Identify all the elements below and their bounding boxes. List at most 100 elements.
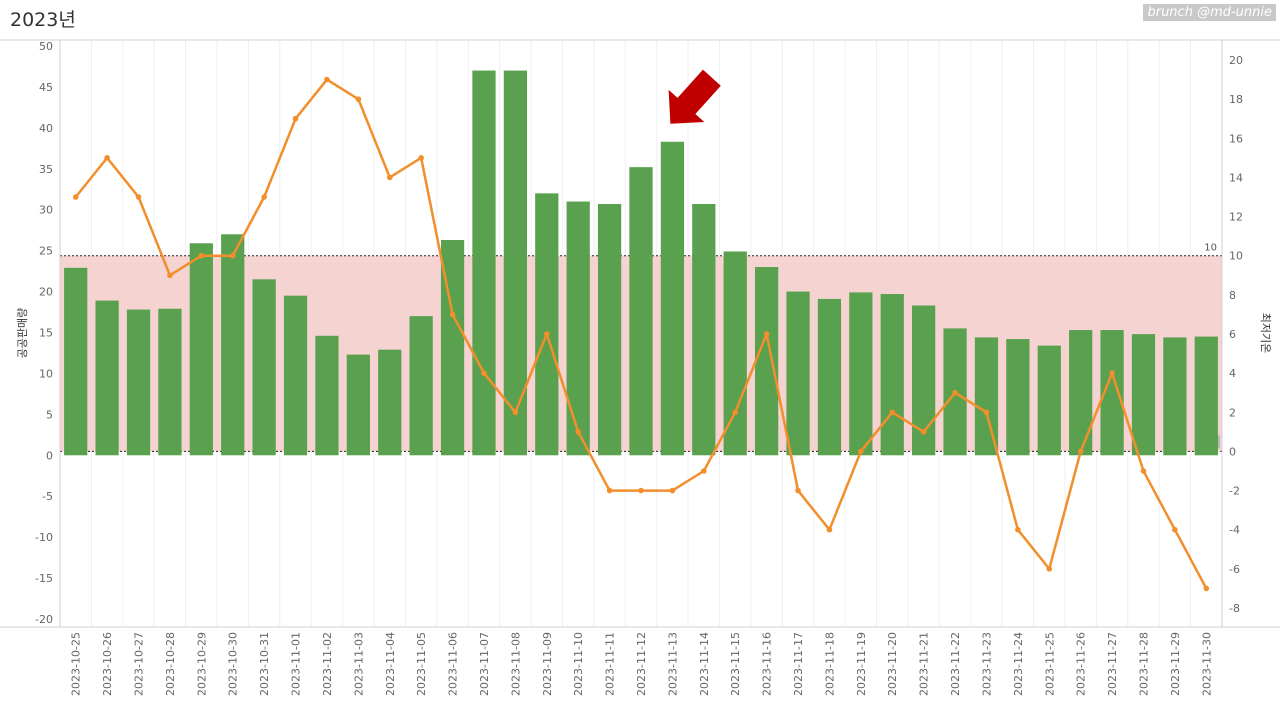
reference-label-bg-upper <box>1203 239 1219 253</box>
left-tick-label: 10 <box>39 367 53 380</box>
x-tick-label: 2023-11-30 <box>1200 632 1213 696</box>
right-tick-label: 12 <box>1229 211 1243 224</box>
sales-bar <box>880 294 904 456</box>
right-tick-label: -8 <box>1229 602 1240 615</box>
x-tick-label: 2023-11-24 <box>1012 632 1025 696</box>
temperature-point <box>638 487 644 494</box>
x-tick-label: 2023-11-25 <box>1043 632 1056 696</box>
sales-bar <box>1100 330 1124 456</box>
temperature-point <box>198 252 205 259</box>
temperature-point <box>1046 566 1053 572</box>
chart-title: 2023년 <box>10 9 76 31</box>
left-tick-label: 45 <box>39 81 53 94</box>
left-tick-label: -20 <box>35 613 53 626</box>
temperature-point <box>1015 526 1021 533</box>
left-tick-label: 0 <box>46 449 53 462</box>
temperature-point <box>701 468 707 474</box>
x-tick-label: 2023-10-28 <box>164 632 177 696</box>
right-tick-label: 14 <box>1229 171 1243 184</box>
x-tick-label: 2023-11-19 <box>855 632 868 696</box>
temperature-point <box>543 331 550 337</box>
temperature-point <box>669 487 676 494</box>
temperature-point <box>292 115 299 122</box>
sales-bar <box>158 308 182 456</box>
temperature-line-layer <box>72 76 1210 592</box>
x-tick-label: 2023-11-11 <box>604 632 617 696</box>
temperature-point <box>732 409 739 416</box>
temperature-point <box>72 194 79 200</box>
temperature-point <box>135 194 142 200</box>
sales-bar <box>1163 337 1187 456</box>
sales-bar <box>1131 334 1156 456</box>
sales-bar <box>126 309 151 456</box>
right-tick-label: -6 <box>1229 563 1240 576</box>
right-tick-label: 4 <box>1229 367 1236 380</box>
temperature-point <box>1109 370 1115 376</box>
sales-bar <box>755 267 779 456</box>
x-tick-label: 2023-10-30 <box>227 632 240 696</box>
sales-bar <box>786 291 810 456</box>
temperature-point <box>261 194 267 200</box>
sales-bar <box>629 167 653 456</box>
sales-bar <box>1194 336 1218 456</box>
sales-bar <box>849 292 873 456</box>
arrow-shape <box>668 69 721 124</box>
x-tick-label: 2023-11-21 <box>918 632 931 696</box>
labels-layer: -20-15-10-505101520253035404550-8-6-4-20… <box>16 40 1272 696</box>
sales-bar <box>817 298 842 456</box>
x-tick-label: 2023-11-10 <box>572 632 585 696</box>
axes-layer <box>0 39 1280 628</box>
sales-bar <box>692 203 716 456</box>
x-tick-label: 2023-11-08 <box>509 632 522 696</box>
left-tick-label: 25 <box>39 245 53 258</box>
right-axis-title: 최저기온 <box>1259 313 1272 353</box>
right-tick-label: 8 <box>1229 289 1236 302</box>
x-tick-label: 2023-11-16 <box>761 632 774 696</box>
reference-label-upper: 10 <box>1204 243 1217 254</box>
x-tick-label: 2023-11-15 <box>729 632 742 696</box>
sales-bar <box>189 243 213 456</box>
x-tick-label: 2023-11-12 <box>635 632 648 696</box>
temperature-point <box>229 252 236 259</box>
right-tick-label: -4 <box>1229 524 1240 537</box>
temperature-point <box>575 429 581 435</box>
x-tick-label: 2023-11-03 <box>352 632 365 696</box>
sales-bar <box>535 193 559 456</box>
temperature-point <box>889 409 896 416</box>
sales-bar <box>95 300 119 456</box>
temperature-point <box>763 331 770 337</box>
sales-bar <box>409 316 433 456</box>
sales-bar <box>1069 330 1093 456</box>
right-tick-label: 0 <box>1229 445 1236 458</box>
sales-bar <box>660 141 685 456</box>
x-tick-label: 2023-11-18 <box>823 632 836 696</box>
sales-bar <box>503 70 527 456</box>
temperature-point <box>418 155 424 161</box>
sales-bar <box>221 234 245 456</box>
x-tick-label: 2023-11-22 <box>949 632 962 696</box>
x-tick-label: 2023-10-27 <box>133 632 146 696</box>
x-tick-label: 2023-11-02 <box>321 632 334 696</box>
sales-bar <box>1037 345 1061 456</box>
temperature-point <box>920 429 927 435</box>
x-tick-label: 2023-11-05 <box>415 632 428 696</box>
highlight-arrow <box>668 69 721 124</box>
sales-bar <box>1006 339 1030 456</box>
temperature-point <box>167 272 173 279</box>
left-tick-label: 35 <box>39 163 53 176</box>
x-tick-label: 2023-10-25 <box>70 632 83 696</box>
x-tick-label: 2023-10-26 <box>101 632 114 696</box>
temperature-point <box>449 311 456 318</box>
sales-bar <box>597 203 622 456</box>
x-tick-label: 2023-10-31 <box>258 632 271 696</box>
left-tick-label: 50 <box>39 40 53 53</box>
right-tick-label: 2 <box>1229 406 1236 419</box>
x-tick-label: 2023-11-17 <box>792 632 805 696</box>
left-tick-label: -5 <box>42 490 53 503</box>
x-tick-label: 2023-11-28 <box>1137 632 1150 696</box>
x-tick-label: 2023-11-07 <box>478 632 491 696</box>
temperature-point <box>1140 468 1147 474</box>
x-tick-label: 2023-11-04 <box>384 632 397 696</box>
x-tick-label: 2023-11-20 <box>886 632 899 696</box>
